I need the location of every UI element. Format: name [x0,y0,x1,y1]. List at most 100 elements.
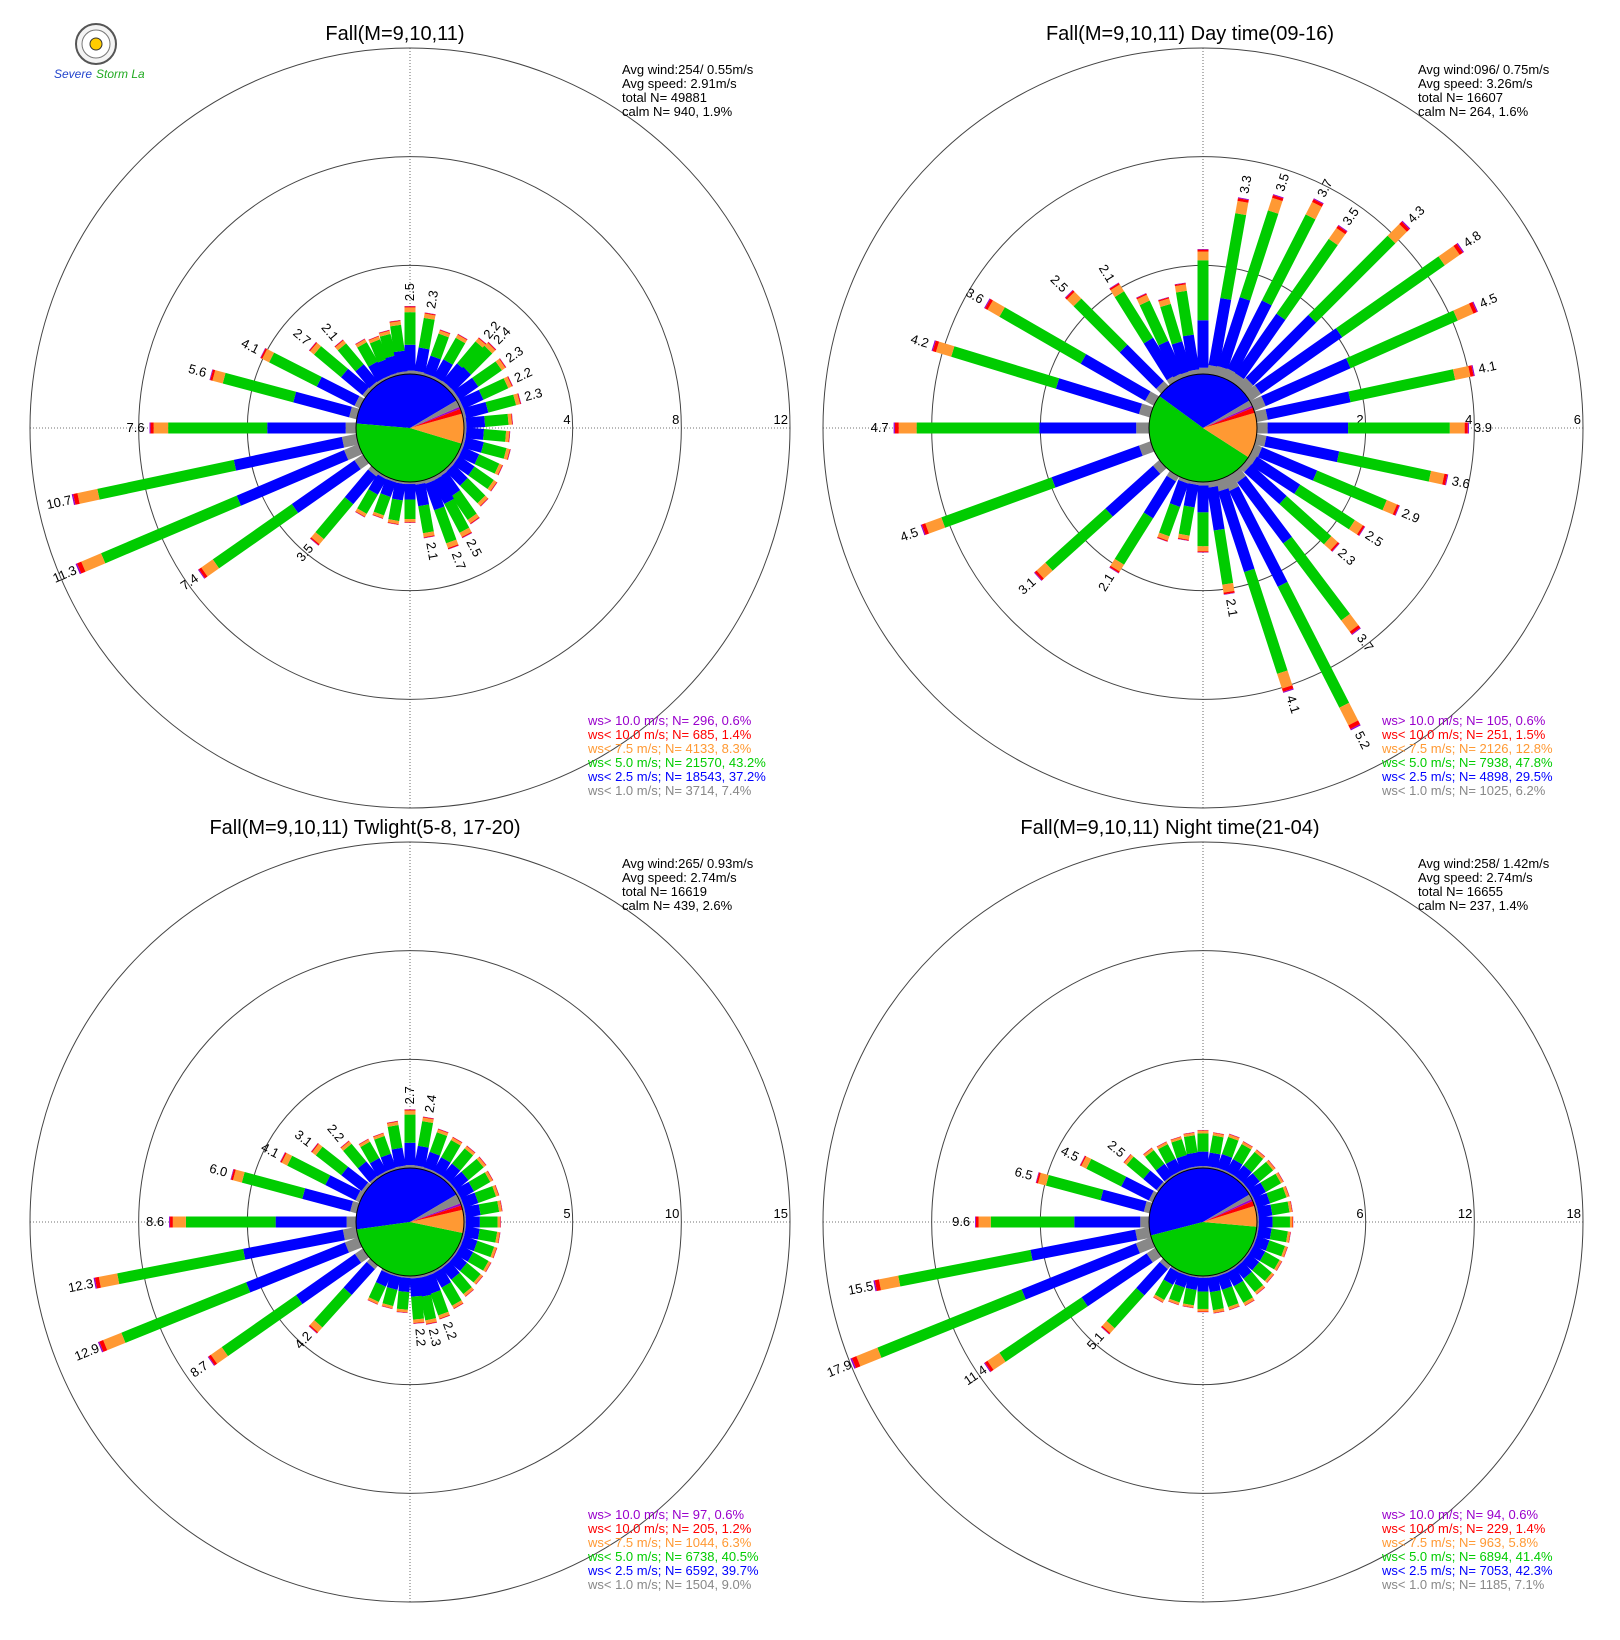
petal-segment [451,490,477,520]
petal-segment [1452,366,1471,381]
petal-segment [1245,314,1317,386]
petal [1247,1172,1284,1200]
petal-segment [1242,1173,1260,1191]
petal-segment [488,341,497,350]
petal-segment [458,446,480,465]
petal [1255,1225,1292,1243]
petal [1079,1155,1158,1203]
petal-segment [475,1275,484,1285]
petal-segment [368,335,379,341]
petal-segment [874,1279,881,1291]
petal-segment [344,1237,362,1253]
petal-segment [511,413,513,425]
petal [71,433,359,506]
petal-segment [372,1132,384,1137]
petal-segment [404,312,416,345]
petal-segment [1183,1132,1195,1135]
center-pie-slice [410,406,461,428]
petal-segment [302,1188,353,1212]
petal-segment [920,524,926,536]
petal-segment [432,1266,443,1274]
petal-segment [1197,1276,1209,1278]
petal [463,427,511,443]
petal-segment [1237,198,1249,203]
stats-line: Avg wind:254/ 0.55m/s [622,62,754,77]
petal-segment [1206,1166,1219,1170]
petal-segment [468,1172,491,1192]
center-pie-slice [1203,400,1253,428]
legend-entry: ws< 1.0 m/s; N= 1185, 7.1% [1381,1577,1545,1592]
petal-segment [355,511,365,518]
petal-segment [153,422,169,434]
petal-segment [1243,1141,1253,1147]
petal [440,337,488,391]
petal-segment [385,476,397,483]
petal-segment [1206,1274,1219,1279]
petal-segment [260,348,266,359]
petal-segment [456,398,464,411]
petal-segment [1168,1301,1179,1306]
petal-segment [432,1170,443,1178]
petal-segment [150,422,154,434]
petal-segment [396,371,408,376]
petal-segment [1229,1305,1240,1311]
petal-segment [465,415,486,429]
petal-segment [1241,1141,1253,1150]
petal-segment [396,1291,410,1310]
petal-segment [459,527,472,538]
petal-segment [508,376,513,387]
petal-segment [1265,1240,1286,1257]
petal-segment [1109,282,1119,289]
petal-label: 4.1 [1283,693,1303,715]
petal-segment [1197,251,1209,261]
petal-segment [368,1282,386,1302]
petal-segment [495,1184,500,1196]
petal-segment [466,1145,476,1153]
petal [893,422,1149,434]
petal [367,1268,393,1305]
petal-segment [369,1175,380,1185]
petal-segment [451,1148,474,1171]
petal-segment [1177,537,1189,541]
petal-segment [999,307,1087,364]
petal-segment [1254,433,1267,447]
petal-label: 9.6 [952,1214,970,1229]
center-pie-slice [1203,1205,1257,1227]
petal-segment [1109,567,1119,574]
legend-entry: ws< 1.0 m/s; N= 1025, 6.2% [1381,783,1546,798]
petal-segment [494,1185,500,1196]
legend-entry: ws< 2.5 m/s; N= 4898, 29.5% [1381,769,1553,784]
petal-segment [1468,302,1477,314]
petal-segment [1312,199,1324,207]
petal-segment [1270,1201,1290,1216]
petal-segment [1243,1297,1255,1306]
petal [334,339,380,391]
wind-rose-panel-2: 2 4 63.3 3.5 3.73.5 4.34.84.54.13.93.62.92.52… [822,23,1584,809]
petal-segment [291,460,361,514]
petal-segment [404,482,416,485]
petal-segment [434,506,457,544]
petal [462,1225,501,1244]
petal [1255,1200,1293,1219]
petal-segment [325,1175,361,1201]
petal-label: 2.3 [426,1327,444,1348]
petal [1214,477,1294,693]
petal-segment [1278,1172,1284,1182]
petal-segment [494,463,503,475]
petal-segment [497,464,503,476]
petal [1244,242,1465,402]
petal-segment [275,1216,347,1228]
petal-segment [1213,1132,1225,1135]
petal-label: 6.0 [208,1161,229,1180]
petal-segment [1276,1261,1283,1271]
petal-segment [1254,328,1343,395]
petal-segment [378,330,390,334]
stats-line: calm N= 237, 1.4% [1418,898,1529,913]
petal-segment [411,1295,424,1320]
petal-segment [1155,1163,1173,1182]
petal [1214,194,1284,379]
petal-segment [404,1142,416,1166]
petal-segment [1159,1258,1171,1270]
petal-segment [1180,1167,1192,1173]
petal-segment [925,517,946,534]
